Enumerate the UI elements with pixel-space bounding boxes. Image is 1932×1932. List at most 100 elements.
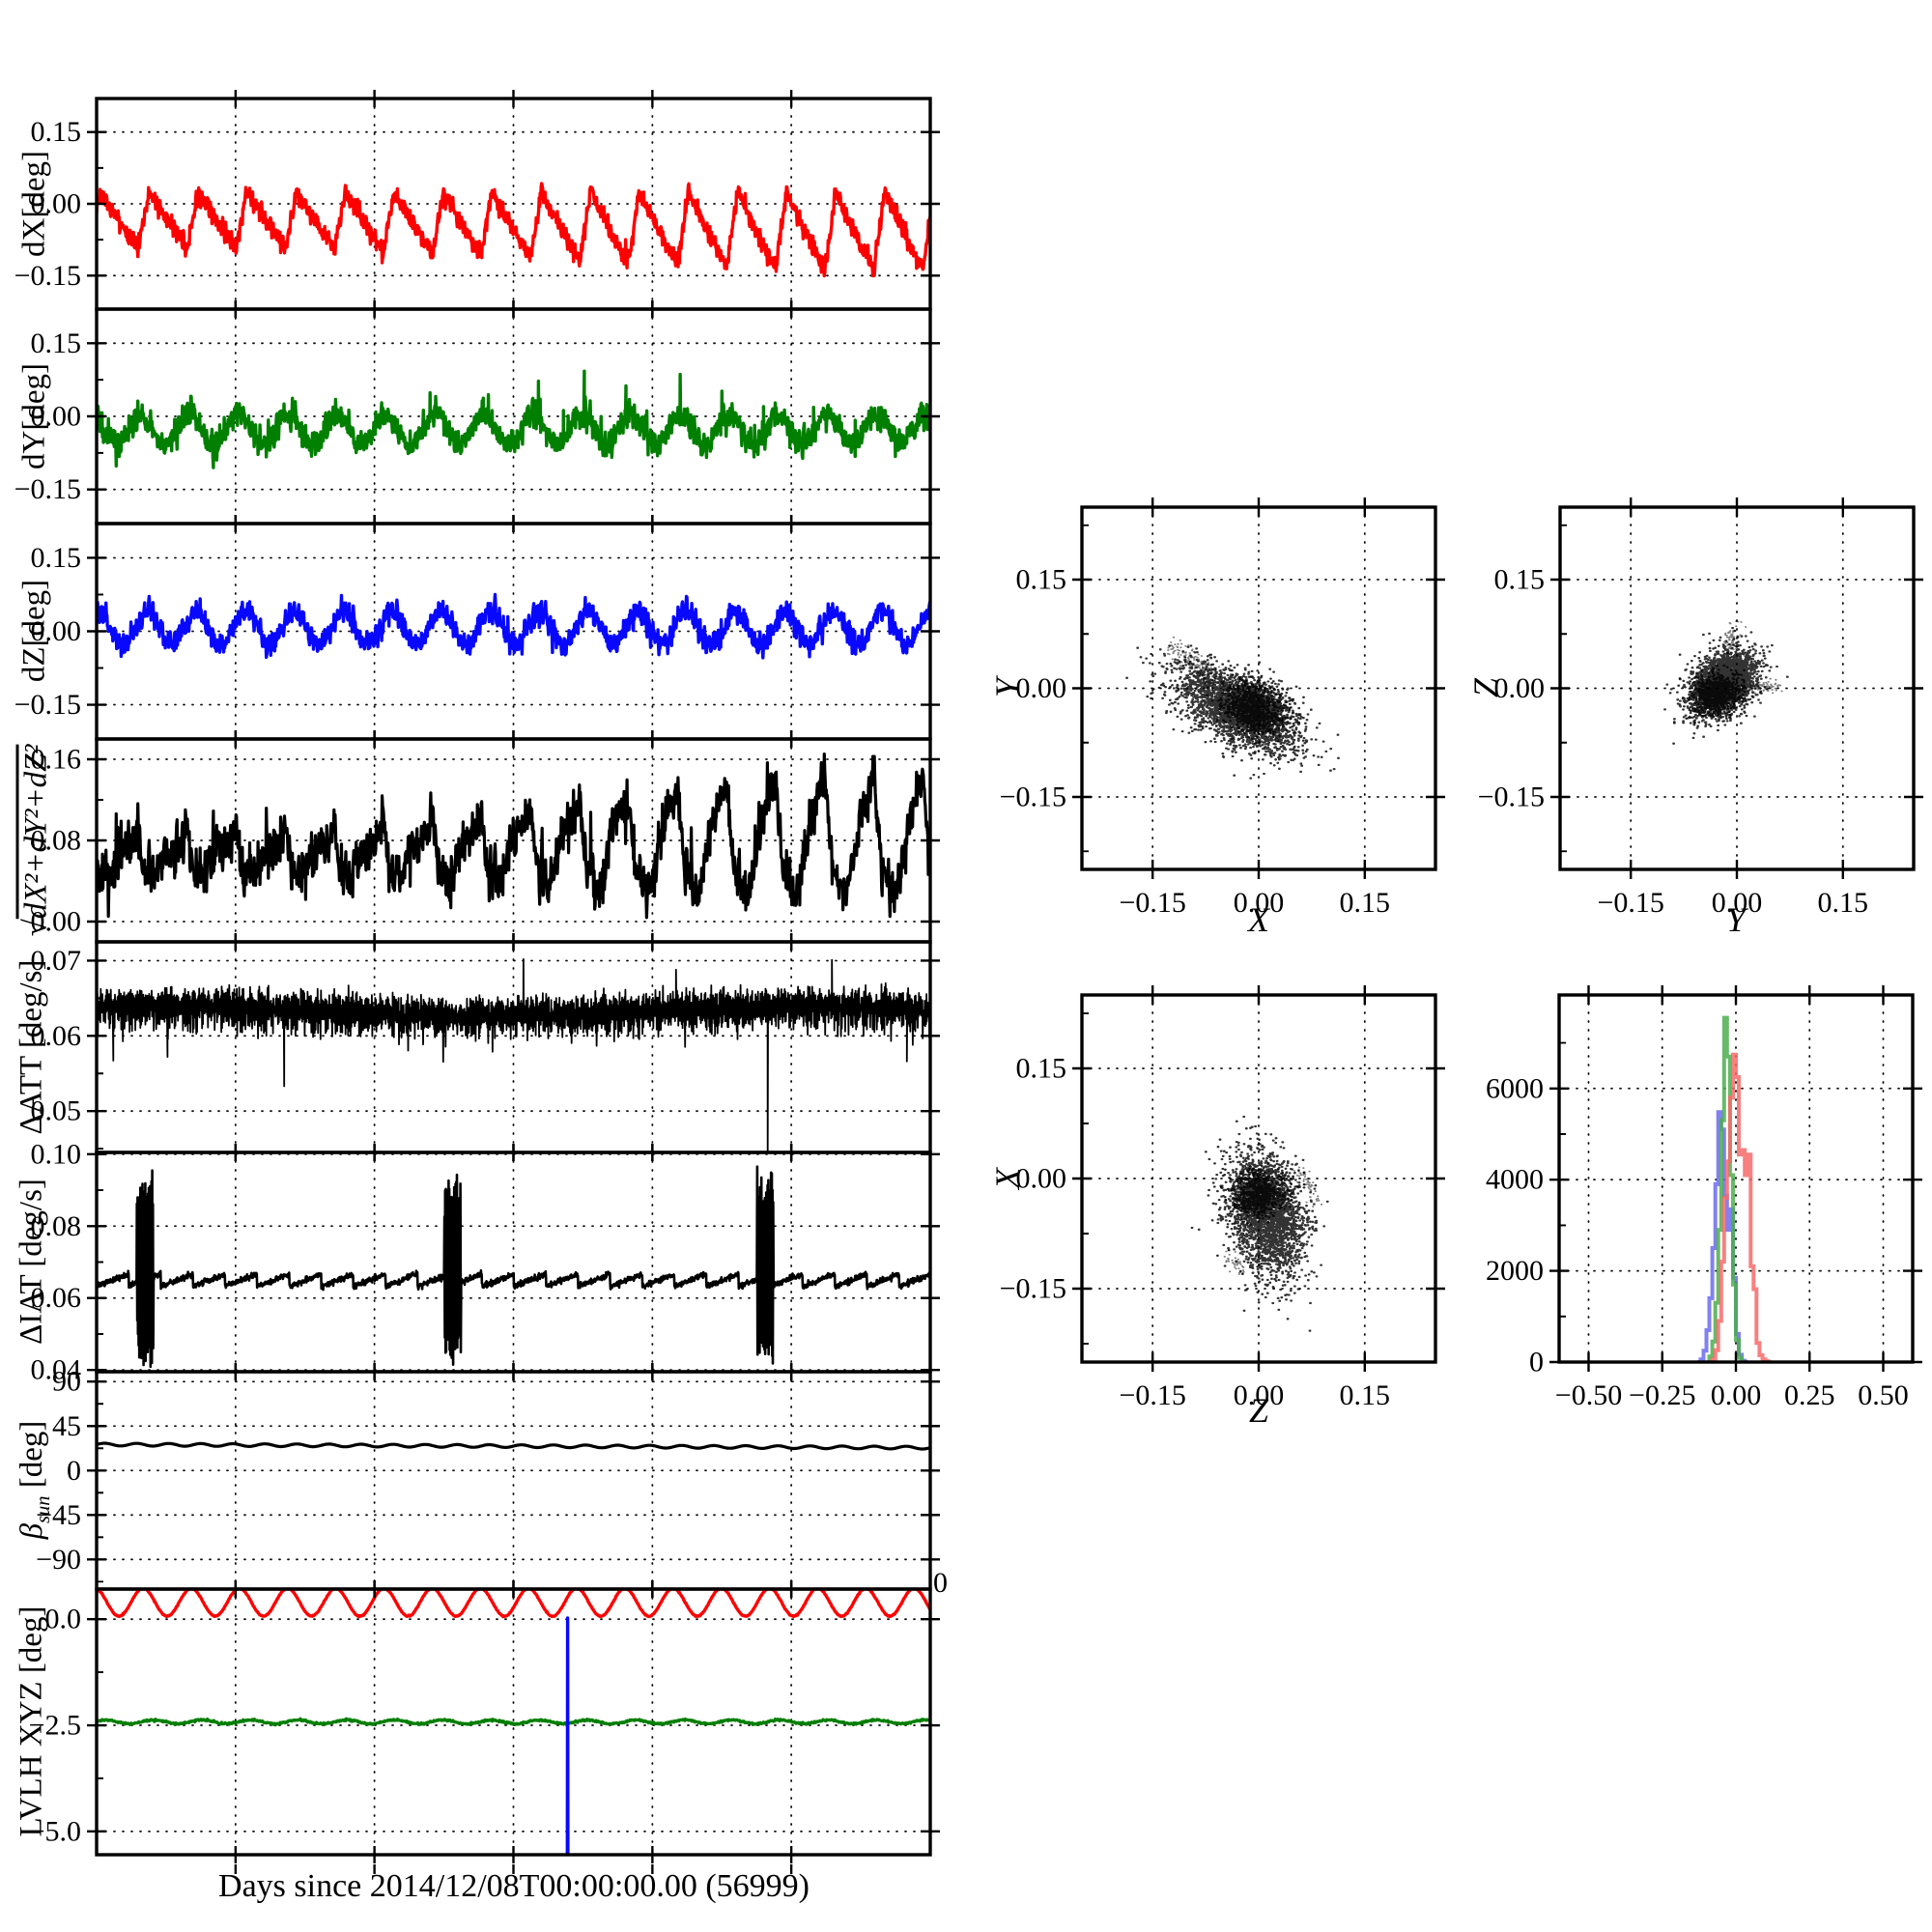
series-hist_red [1709, 1052, 1772, 1362]
ytick-label: 0 [67, 1455, 81, 1487]
ytick-label: −0.15 [14, 689, 81, 721]
ytick-label: −2.5 [29, 1710, 81, 1742]
series-dX [97, 182, 930, 278]
panel-lvlh: 0.0 −2.5 −5.0 [29, 1580, 940, 1874]
ytick-label: 0.00 [31, 906, 82, 938]
ytick-label: 0.08 [31, 825, 82, 857]
panel-dY: 0.15 0.00 −0.15 [14, 300, 940, 532]
series-dIAT [97, 1165, 930, 1369]
scatterXZ-frame [1080, 993, 1437, 1364]
scatterZY-series [1663, 620, 1789, 745]
scatterYX-frame [1080, 505, 1437, 871]
xtick-label: 0.25 [1784, 1379, 1835, 1411]
ytick-label: 0.0 [45, 1604, 82, 1635]
scatterYX-ylabel: Y [988, 677, 1027, 698]
scatterYX-xlabel: X [1248, 900, 1269, 939]
ytick-label: 2000 [1486, 1255, 1544, 1287]
panel-scatterYX: 0.15 0.00 −0.15 −0.15 0.00 0.15 [1000, 497, 1445, 919]
bsun-series [97, 1441, 930, 1451]
ytick-label: 0.08 [31, 1210, 82, 1242]
xtick-label: −0.15 [1119, 1379, 1185, 1411]
ytick-label: 0.15 [31, 116, 82, 148]
lvlh-series [97, 1589, 930, 1855]
xtick-label: 0.00 [1712, 887, 1763, 919]
ytick-label: 0.00 [1016, 1163, 1067, 1195]
ytick-label: −0.15 [1000, 781, 1066, 813]
ytick-label: 0 [1529, 1347, 1544, 1378]
panel-scatterXZ: 0.15 0.00 −0.15 −0.15 0.00 0.15 [1000, 985, 1445, 1411]
x-axis-label: Days since 2014/12/08T00:00:00.00 (56999… [218, 1868, 810, 1904]
scatter-cloud [1215, 1162, 1306, 1226]
xtick-label: −0.25 [1629, 1379, 1695, 1411]
xtick-label: 0.00 [1711, 1379, 1762, 1411]
series-dZ [97, 592, 930, 660]
panel-dIAT: 0.10 0.08 0.06 0.04 [31, 1138, 940, 1386]
ytick-label: 0.07 [31, 945, 82, 977]
ytick-label: 0.00 [1016, 672, 1067, 704]
scatter-tail [1747, 677, 1783, 695]
xtick-label: 0.15 [1340, 1379, 1391, 1411]
ytick-label: 0.00 [1494, 672, 1546, 704]
ytick-label: −90 [36, 1544, 81, 1576]
panel-dX: 0.15 0.00 −0.15 [14, 90, 940, 318]
dIAT-frame [95, 1151, 932, 1374]
ytick-label: 0.05 [31, 1095, 82, 1127]
bsun-frame [95, 1370, 932, 1591]
scatterZY-frame [1558, 505, 1916, 871]
dY-ylabel: dY[deg] [16, 363, 52, 469]
ytick-label: 45 [52, 1410, 81, 1442]
ytick-label: 0.10 [31, 1138, 82, 1170]
scatterXZ-ylabel: X [988, 1168, 1027, 1189]
ytick-label: 0.15 [1016, 1053, 1067, 1085]
ytick-label: −45 [36, 1499, 81, 1531]
ytick-label: 0.04 [31, 1354, 82, 1386]
ytick-label: 0.00 [31, 615, 82, 647]
series-bsun [97, 1441, 930, 1451]
ytick-label: 0.06 [31, 1020, 82, 1052]
ytick-label: 0.00 [31, 401, 82, 433]
bsun-ylabel: βsun [deg] [14, 1420, 54, 1540]
panel-bsun: 90 45 0 −45 −90 [36, 1363, 940, 1598]
ytick-label: −0.15 [14, 473, 81, 505]
hist-frame [1557, 993, 1915, 1364]
series-dY [97, 369, 930, 469]
dATT-series [97, 958, 930, 1152]
ytick-label: 0.15 [1494, 564, 1546, 596]
mag-ylabel: √dX²+dY²+dZ² [18, 744, 54, 937]
scatter-tail [1223, 1249, 1245, 1275]
dIAT-ylabel: ΔIAT [deg/s] [14, 1179, 49, 1345]
mag-series [97, 753, 930, 920]
dATT-ylabel: ΔATT [deg/s] [14, 959, 49, 1135]
scatter-tail [1292, 1166, 1323, 1208]
dX-ylabel: dX[deg] [16, 151, 52, 257]
panel-dZ: 0.15 0.00 −0.15 [14, 515, 940, 748]
ytick-label: 0.15 [31, 542, 82, 574]
xtick-label: 0.50 [1858, 1379, 1909, 1411]
ytick-label: 0.06 [31, 1282, 82, 1314]
xtick-label: −0.15 [1119, 887, 1185, 919]
xtick-label: 0.15 [1340, 887, 1391, 919]
scatterZY-ylabel: Z [1466, 677, 1505, 698]
series-dATT [97, 958, 930, 1152]
scatterZY-xlabel: Y [1725, 900, 1747, 939]
ytick-label: −5.0 [29, 1815, 81, 1847]
ytick-label: 4000 [1486, 1164, 1544, 1196]
series-mag [97, 753, 930, 920]
ytick-label: 0.15 [1016, 564, 1067, 596]
ytick-label: −0.15 [1000, 1273, 1066, 1305]
xtick-label: −0.15 [1597, 887, 1663, 919]
panel-scatterZY: 0.15 0.00 −0.15 −0.15 0.00 0.15 [1478, 497, 1923, 919]
xtick-label: 0.15 [1818, 887, 1869, 919]
dIAT-series [97, 1165, 930, 1369]
hist-series [1697, 1015, 1772, 1362]
xtick-label: −0.50 [1555, 1379, 1622, 1411]
dZ-series [97, 592, 930, 660]
stray-zero-label: 0 [933, 1567, 948, 1599]
scatter-tail [1721, 620, 1747, 654]
ytick-label: 0.16 [31, 744, 82, 776]
series-hist_green [1706, 1015, 1746, 1362]
panel-dATT: 0.07 0.06 0.05 [31, 933, 940, 1161]
scatterYX-series [1125, 636, 1340, 780]
dY-series [97, 369, 930, 469]
